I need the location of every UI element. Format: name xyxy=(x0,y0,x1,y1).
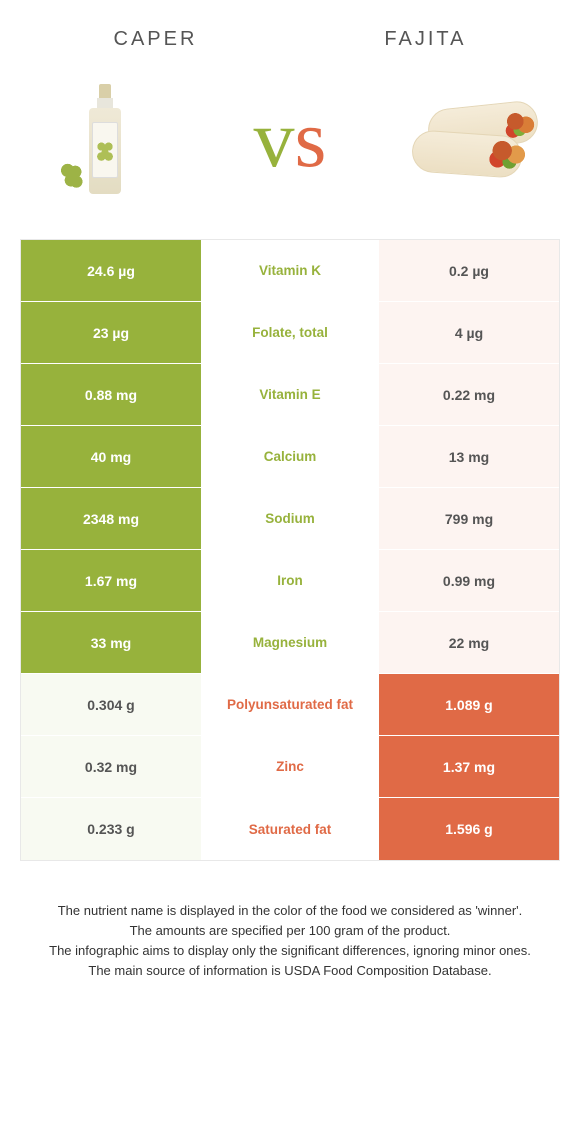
nutrient-label: Polyunsaturated fat xyxy=(201,674,379,735)
left-food-title: CAPER xyxy=(114,28,198,51)
table-row: 0.304 gPolyunsaturated fat1.089 g xyxy=(21,674,559,736)
left-value: 0.32 mg xyxy=(21,736,201,797)
nutrient-label: Magnesium xyxy=(201,612,379,673)
left-food-image xyxy=(40,74,170,204)
right-value: 1.089 g xyxy=(379,674,559,735)
nutrient-label: Saturated fat xyxy=(201,798,379,860)
comparison-table: 24.6 µgVitamin K0.2 µg23 µgFolate, total… xyxy=(20,239,560,861)
table-row: 0.233 gSaturated fat1.596 g xyxy=(21,798,559,860)
nutrient-label: Iron xyxy=(201,550,379,611)
left-value: 23 µg xyxy=(21,302,201,363)
header-row: CAPER FAJITA xyxy=(0,0,580,69)
footer-line: The amounts are specified per 100 gram o… xyxy=(30,921,550,941)
right-value: 1.37 mg xyxy=(379,736,559,797)
table-row: 2348 mgSodium799 mg xyxy=(21,488,559,550)
right-value: 799 mg xyxy=(379,488,559,549)
images-row: vs xyxy=(0,69,580,239)
table-row: 40 mgCalcium13 mg xyxy=(21,426,559,488)
nutrient-label: Zinc xyxy=(201,736,379,797)
left-value: 0.304 g xyxy=(21,674,201,735)
right-value: 0.22 mg xyxy=(379,364,559,425)
table-row: 24.6 µgVitamin K0.2 µg xyxy=(21,240,559,302)
footer-line: The infographic aims to display only the… xyxy=(30,941,550,961)
right-value: 13 mg xyxy=(379,426,559,487)
table-row: 1.67 mgIron0.99 mg xyxy=(21,550,559,612)
table-row: 23 µgFolate, total4 µg xyxy=(21,302,559,364)
left-value: 1.67 mg xyxy=(21,550,201,611)
vs-label: vs xyxy=(254,92,327,186)
nutrient-label: Calcium xyxy=(201,426,379,487)
table-row: 33 mgMagnesium22 mg xyxy=(21,612,559,674)
left-value: 2348 mg xyxy=(21,488,201,549)
left-value: 0.88 mg xyxy=(21,364,201,425)
footer-line: The main source of information is USDA F… xyxy=(30,961,550,981)
right-value: 1.596 g xyxy=(379,798,559,860)
left-value: 0.233 g xyxy=(21,798,201,860)
vs-v: v xyxy=(254,93,295,184)
right-food-image xyxy=(410,74,540,204)
nutrient-label: Folate, total xyxy=(201,302,379,363)
right-value: 0.2 µg xyxy=(379,240,559,301)
nutrient-label: Sodium xyxy=(201,488,379,549)
left-value: 40 mg xyxy=(21,426,201,487)
right-value: 4 µg xyxy=(379,302,559,363)
right-value: 22 mg xyxy=(379,612,559,673)
table-row: 0.88 mgVitamin E0.22 mg xyxy=(21,364,559,426)
left-value: 24.6 µg xyxy=(21,240,201,301)
right-value: 0.99 mg xyxy=(379,550,559,611)
right-food-title: FAJITA xyxy=(384,28,466,51)
table-row: 0.32 mgZinc1.37 mg xyxy=(21,736,559,798)
nutrient-label: Vitamin E xyxy=(201,364,379,425)
footer-line: The nutrient name is displayed in the co… xyxy=(30,901,550,921)
left-value: 33 mg xyxy=(21,612,201,673)
vs-s: s xyxy=(295,93,327,184)
nutrient-label: Vitamin K xyxy=(201,240,379,301)
footer-notes: The nutrient name is displayed in the co… xyxy=(0,861,580,1002)
